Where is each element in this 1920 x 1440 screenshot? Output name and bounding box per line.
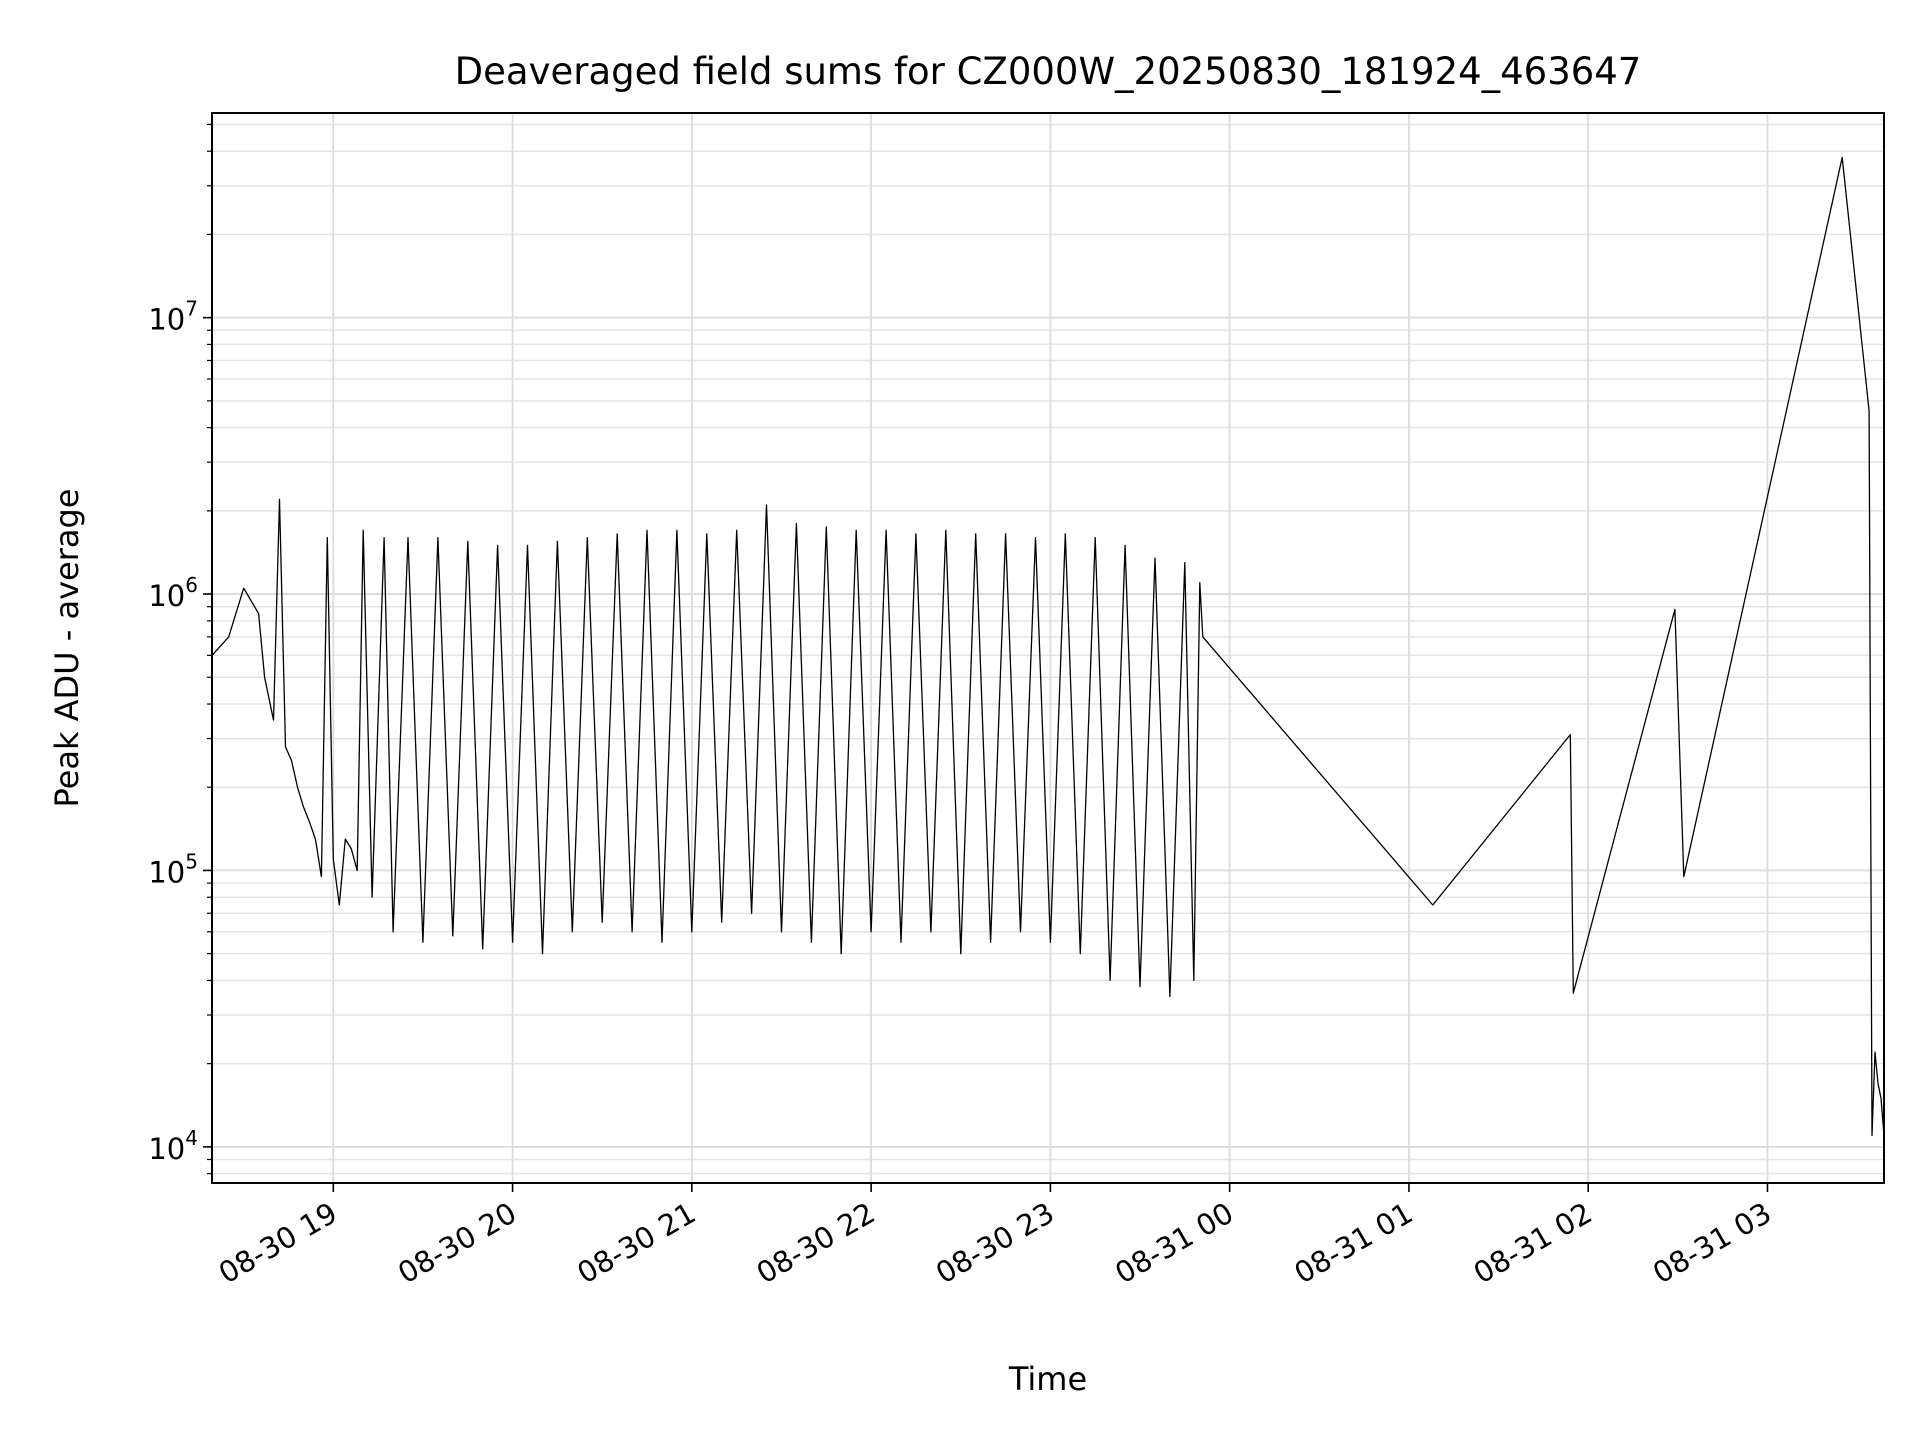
plot-frame [211, 112, 1885, 1184]
y-tick-label: 104 [148, 1126, 198, 1166]
y-tick-label: 106 [148, 573, 198, 613]
x-axis-title: Time [1008, 1360, 1087, 1398]
y-tick-label: 105 [148, 849, 198, 889]
series-layer [211, 156, 1885, 1137]
series-line [211, 156, 1885, 1137]
chart-title: Deaveraged field sums for CZ000W_2025083… [455, 50, 1642, 93]
y-tick-label: 107 [148, 297, 198, 337]
y-axis-title: Peak ADU - average [48, 489, 86, 808]
